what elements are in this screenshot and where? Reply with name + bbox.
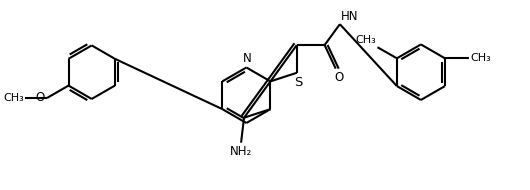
- Text: S: S: [294, 76, 302, 89]
- Text: CH₃: CH₃: [356, 35, 376, 45]
- Text: NH₂: NH₂: [230, 145, 252, 158]
- Text: HN: HN: [341, 10, 358, 23]
- Text: N: N: [243, 51, 252, 65]
- Text: CH₃: CH₃: [471, 53, 491, 63]
- Text: O: O: [36, 91, 45, 105]
- Text: CH₃: CH₃: [3, 93, 24, 103]
- Text: O: O: [334, 71, 343, 84]
